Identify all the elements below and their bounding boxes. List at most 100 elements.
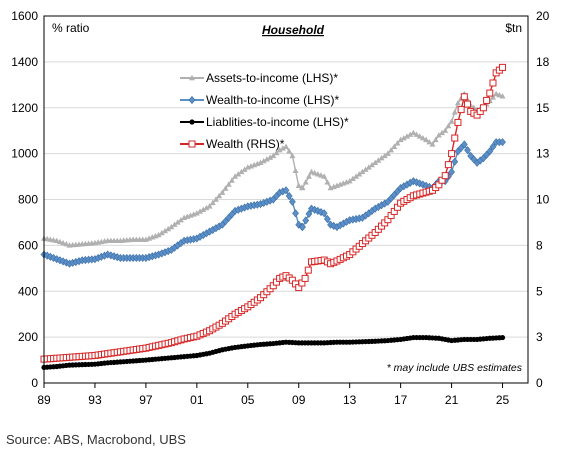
triangle-point — [155, 231, 162, 238]
triangle-point — [439, 129, 446, 136]
right-axis-ticks: 0 3 5 8 10 13 15 18 20 — [536, 9, 550, 390]
triangle-point — [257, 159, 264, 165]
triangle-point — [407, 131, 414, 137]
x-axis-ticks: 89 93 97 01 05 09 13 17 21 25 — [37, 383, 510, 407]
series-layer — [40, 63, 507, 371]
left-axis-unit-label: % ratio — [52, 21, 90, 35]
triangle-point — [267, 154, 274, 160]
legend-label: Wealth-to-income (LHS)* — [206, 93, 339, 107]
chart-container: 0 200 400 600 800 1000 1200 1400 1600 0 3 5 8 10 13 15… — [11, 9, 550, 407]
triangle-point — [426, 138, 433, 145]
diamond-point — [486, 147, 494, 156]
triangle-point — [378, 155, 385, 161]
y-right-tick-label: 15 — [536, 101, 550, 115]
square-point — [448, 150, 456, 158]
triangle-point — [448, 118, 455, 124]
diamond-point — [489, 142, 497, 151]
diamond-point — [448, 167, 455, 177]
triangle-point — [397, 136, 404, 143]
series-line — [43, 66, 503, 360]
legend-marker — [189, 119, 195, 125]
square-point — [483, 96, 491, 104]
diamond-point — [460, 140, 468, 149]
triangle-point — [318, 172, 325, 178]
y-left-tick-label: 1000 — [11, 147, 38, 161]
square-point — [479, 104, 487, 112]
series-0 — [41, 90, 506, 248]
x-tick-label: 09 — [292, 393, 306, 407]
triangle-point — [311, 169, 318, 176]
triangle-point — [276, 146, 283, 153]
triangle-point — [158, 229, 165, 236]
legend-label: Assets-to-income (LHS)* — [206, 71, 338, 85]
square-point — [457, 106, 465, 114]
square-point — [486, 89, 494, 97]
diamond-point — [302, 216, 310, 225]
triangle-point — [193, 210, 200, 216]
x-tick-label: 13 — [343, 393, 357, 407]
triangle-point — [365, 164, 372, 170]
triangle-point — [362, 166, 369, 172]
triangle-point — [499, 93, 506, 99]
triangle-point — [206, 203, 213, 209]
left-axis-ticks: 0 200 400 600 800 1000 1200 1400 1600 — [11, 9, 38, 390]
y-right-tick-label: 18 — [536, 55, 550, 69]
triangle-point — [283, 143, 289, 149]
diamond-point — [320, 209, 328, 218]
triangle-point — [489, 94, 496, 100]
triangle-point — [165, 225, 172, 232]
diamond-point — [292, 209, 299, 218]
triangle-point — [321, 173, 328, 179]
footnote: * may include UBS estimates — [387, 362, 523, 374]
triangle-point — [299, 184, 306, 191]
triangle-point — [493, 90, 500, 97]
triangle-point — [171, 221, 178, 227]
y-right-tick-label: 0 — [536, 376, 543, 390]
triangle-point — [56, 238, 63, 245]
triangle-point — [394, 140, 401, 146]
triangle-point — [356, 171, 363, 177]
triangle-point — [228, 177, 235, 183]
triangle-point — [174, 219, 181, 225]
legend-marker — [188, 140, 196, 148]
diamond-point — [464, 146, 471, 155]
triangle-point — [308, 168, 315, 175]
triangle-point — [209, 199, 216, 206]
triangle-point — [232, 173, 239, 179]
triangle-point — [212, 196, 219, 202]
gridlines — [44, 61, 528, 338]
triangle-point — [238, 168, 245, 175]
triangle-point — [368, 161, 375, 168]
triangle-point — [168, 223, 175, 230]
triangle-point — [496, 91, 503, 98]
triangle-point — [410, 129, 417, 136]
diamond-point — [285, 191, 293, 201]
triangle-point — [445, 122, 452, 129]
source-caption: Source: ABS, Macrobond, UBS — [6, 432, 186, 447]
legend-marker — [188, 95, 196, 105]
triangle-point — [454, 99, 461, 106]
triangle-point — [162, 227, 168, 234]
diamond-point — [451, 157, 459, 166]
square-point — [460, 93, 468, 101]
triangle-point — [241, 166, 248, 172]
y-right-tick-label: 8 — [536, 238, 543, 252]
triangle-point — [381, 152, 388, 159]
triangle-point — [324, 179, 331, 185]
triangle-point — [416, 133, 423, 139]
triangle-point — [53, 237, 60, 243]
y-right-tick-label: 5 — [536, 284, 543, 298]
square-point — [304, 266, 312, 274]
triangle-point — [442, 127, 449, 133]
y-right-tick-label: 13 — [536, 147, 550, 161]
y-left-tick-label: 1200 — [11, 101, 38, 115]
chart-title: Household — [262, 23, 325, 37]
triangle-point — [419, 134, 426, 141]
triangle-point — [289, 152, 296, 159]
series-2 — [41, 334, 506, 371]
square-point — [301, 274, 309, 282]
legend-marker — [189, 74, 195, 81]
series-3 — [40, 63, 507, 363]
triangle-point — [423, 136, 430, 143]
x-tick-label: 21 — [445, 393, 459, 407]
